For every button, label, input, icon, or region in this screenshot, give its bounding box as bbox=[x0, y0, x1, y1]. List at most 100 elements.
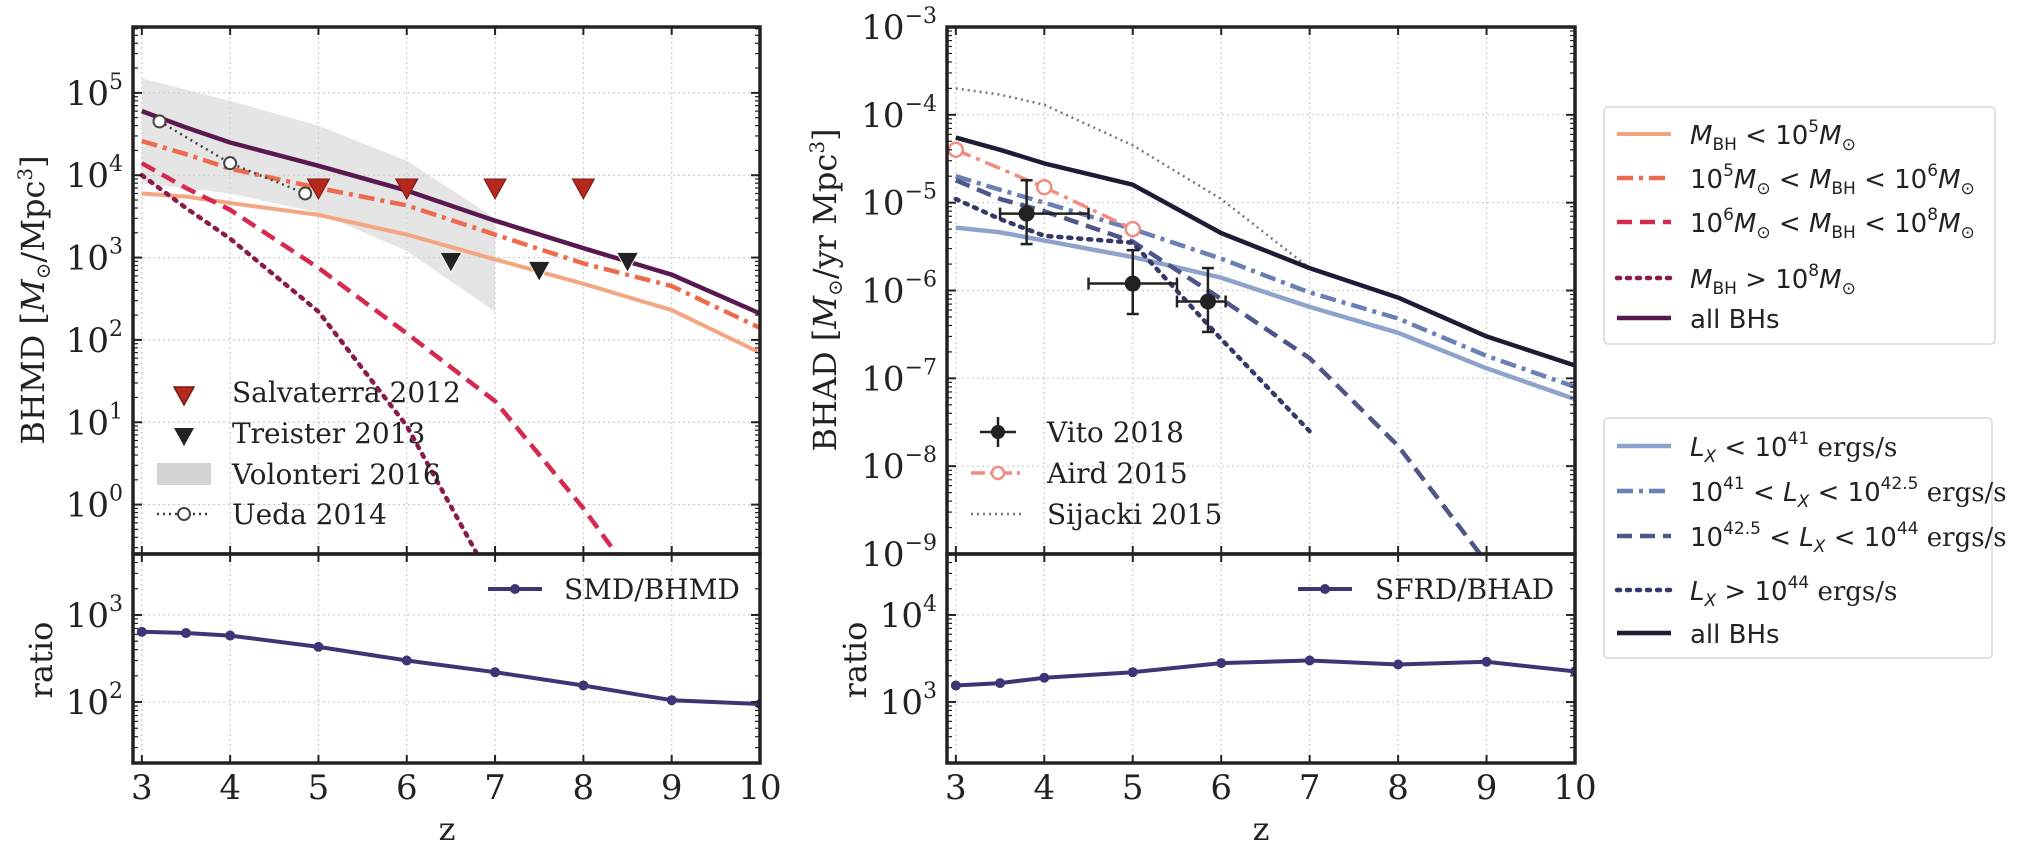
aird-legend-marker bbox=[990, 465, 1006, 481]
bhad_ratio-series-point bbox=[950, 680, 961, 691]
triangle-marker bbox=[394, 178, 419, 201]
bhad-plot-area bbox=[947, 87, 1575, 554]
x-tick-label: 9 bbox=[1476, 768, 1498, 808]
bhad-series-line-1 bbox=[955, 225, 1575, 402]
lum-legend-label-1: LX < 1041 ergs/s bbox=[1690, 429, 1897, 467]
aird-point bbox=[1036, 178, 1053, 196]
sfrd-bhad-legend-label: SFRD/BHAD bbox=[1375, 573, 1554, 606]
lum-legend-label-4: LX > 1044 ergs/s bbox=[1690, 573, 1897, 611]
x-tick-label: 5 bbox=[1122, 768, 1144, 808]
bhmd_ratio-series-point bbox=[225, 630, 236, 641]
mass-legend-label-5: all BHs bbox=[1690, 305, 1780, 335]
bhmd_ratio-series-point bbox=[313, 641, 324, 652]
bhmd_ratio-series-line-0 bbox=[141, 629, 760, 706]
bhad-ratio-panel: 103 104 3 4 5 6 7 8 9 10 bbox=[880, 552, 1597, 808]
sijacki-legend-label: Sijacki 2015 bbox=[1047, 498, 1222, 531]
bhad-series-line-4 bbox=[953, 196, 1312, 434]
x-tick-label: 9 bbox=[661, 768, 683, 808]
y-tick-label: 103 bbox=[880, 679, 937, 723]
bhad-ratio-legend: SFRD/BHAD bbox=[1298, 573, 1554, 606]
vito-point bbox=[1124, 275, 1141, 292]
bhad-y-axis-label: BHAD [M⊙/yr Mpc3] bbox=[805, 128, 847, 451]
x-tick-label: 10 bbox=[1553, 768, 1596, 808]
bhmd_ratio-series-point bbox=[136, 626, 147, 637]
triangle-marker bbox=[306, 178, 331, 201]
y-tick-label: 104 bbox=[880, 592, 937, 636]
y-tick-label: 10−9 bbox=[861, 531, 937, 575]
aird-legend-label: Aird 2015 bbox=[1046, 457, 1188, 490]
x-tick-label: 5 bbox=[308, 768, 330, 808]
y-tick-label: 10−5 bbox=[861, 180, 937, 224]
triangle-marker bbox=[527, 260, 552, 283]
bhmd-series-line-1 bbox=[141, 138, 760, 330]
mass-legend-label-3: 106M⊙ < MBH < 108M⊙ bbox=[1690, 205, 1975, 243]
bhad_ratio-frame bbox=[945, 552, 1577, 765]
x-tick-label: 6 bbox=[1210, 768, 1232, 808]
bhad_ratio-series-point bbox=[1393, 659, 1404, 670]
salvaterra-legend-label: Salvaterra 2012 bbox=[232, 376, 461, 409]
bhmd-x-axis-label: z bbox=[439, 810, 456, 848]
x-tick-label: 7 bbox=[1299, 768, 1321, 808]
ueda-point bbox=[298, 186, 313, 201]
bhmd-plot-area bbox=[139, 78, 760, 554]
smd-bhmd-legend-label: SMD/BHMD bbox=[564, 573, 740, 606]
aird-point bbox=[1124, 220, 1141, 238]
y-tick-label: 103 bbox=[66, 235, 123, 279]
vito-legend-label: Vito 2018 bbox=[1046, 416, 1184, 449]
volonteri-legend-swatch bbox=[157, 463, 211, 485]
y-tick-label: 10−7 bbox=[861, 355, 937, 399]
bhad-ratio-y-axis-label: ratio bbox=[836, 622, 874, 699]
x-tick-label: 8 bbox=[573, 768, 595, 808]
x-tick-label: 8 bbox=[1387, 768, 1409, 808]
treister-2013-markers bbox=[439, 251, 640, 283]
bhmd-ticks: 100 101 102 103 104 105 bbox=[66, 27, 761, 554]
y-tick-label: 105 bbox=[66, 70, 123, 114]
bhad-panel: 10−9 10−8 10−7 10−6 10−5 10−4 10−3 bbox=[861, 4, 1577, 575]
smd-bhmd-legend-marker bbox=[510, 584, 520, 594]
volonteri-legend-label: Volonteri 2016 bbox=[231, 458, 441, 491]
mass-bins-legend: MBH < 105M⊙ 105M⊙ < MBH < 106M⊙ 106M⊙ < … bbox=[1603, 106, 1996, 345]
bhmd_ratio-series-point bbox=[490, 667, 501, 678]
mass-legend-label-1: MBH < 105M⊙ bbox=[1690, 117, 1856, 155]
bhmd_ratio-series-point bbox=[666, 695, 677, 706]
x-tick-label: 6 bbox=[396, 768, 418, 808]
bhmd_ratio-ticks: 102 103 3 4 5 6 7 8 9 10 bbox=[66, 553, 782, 808]
bhad-series-line-3 bbox=[954, 178, 1483, 554]
y-tick-label: 102 bbox=[66, 679, 123, 723]
bhmd-ratio-legend: SMD/BHMD bbox=[488, 573, 740, 606]
vito-point bbox=[1018, 205, 1035, 222]
bhmd-ratio-panel: 102 103 3 4 5 6 7 8 9 10 bbox=[66, 552, 782, 808]
y-tick-label: 100 bbox=[66, 482, 123, 526]
bhmd_ratio-series-point bbox=[180, 628, 191, 639]
bhad-ticks: 10−9 10−8 10−7 10−6 10−5 10−4 10−3 bbox=[861, 4, 1576, 575]
lum-legend-label-2: 1041 < LX < 1042.5 ergs/s bbox=[1690, 474, 2007, 512]
bhad_ratio-series-point bbox=[995, 678, 1006, 689]
bhad_ratio-series-point bbox=[1481, 656, 1492, 667]
ueda-legend-marker bbox=[177, 507, 191, 521]
x-tick-label: 4 bbox=[1033, 768, 1055, 808]
bhad-series-line-5 bbox=[955, 135, 1575, 368]
bhmd-ratio-y-axis-label: ratio bbox=[22, 622, 60, 699]
bhad-observations-legend: Vito 2018 Aird 2015 Sijacki 2015 bbox=[971, 416, 1222, 531]
bhmd-series-line-3 bbox=[139, 172, 480, 554]
bhad_ratio-series-line-0 bbox=[955, 658, 1575, 688]
bhmd_ratio-frame bbox=[131, 552, 762, 765]
luminosity-bins-legend: LX < 1041 ergs/s 1041 < LX < 1042.5 ergs… bbox=[1603, 417, 2007, 659]
bhad_ratio-series-point bbox=[1304, 655, 1315, 666]
triangle-marker bbox=[571, 178, 596, 201]
triangle-marker bbox=[439, 251, 463, 274]
bhad_ratio-series-point bbox=[1216, 658, 1227, 669]
bhad_ratio-series-point bbox=[1127, 667, 1138, 678]
bhad-series-line-2 bbox=[955, 174, 1575, 389]
y-tick-label: 101 bbox=[66, 399, 123, 443]
bhmd-y-axis-label: BHMD [M⊙/Mpc3] bbox=[13, 155, 55, 444]
y-tick-label: 10−8 bbox=[861, 443, 937, 487]
ueda-legend-label: Ueda 2014 bbox=[232, 498, 387, 531]
salvaterra-legend-marker bbox=[172, 386, 196, 407]
x-tick-label: 3 bbox=[131, 768, 153, 808]
x-tick-label: 7 bbox=[484, 768, 506, 808]
ueda-point bbox=[223, 156, 238, 171]
bhmd_ratio-series-point bbox=[578, 680, 589, 691]
bhmd-series-line-0 bbox=[141, 191, 760, 355]
